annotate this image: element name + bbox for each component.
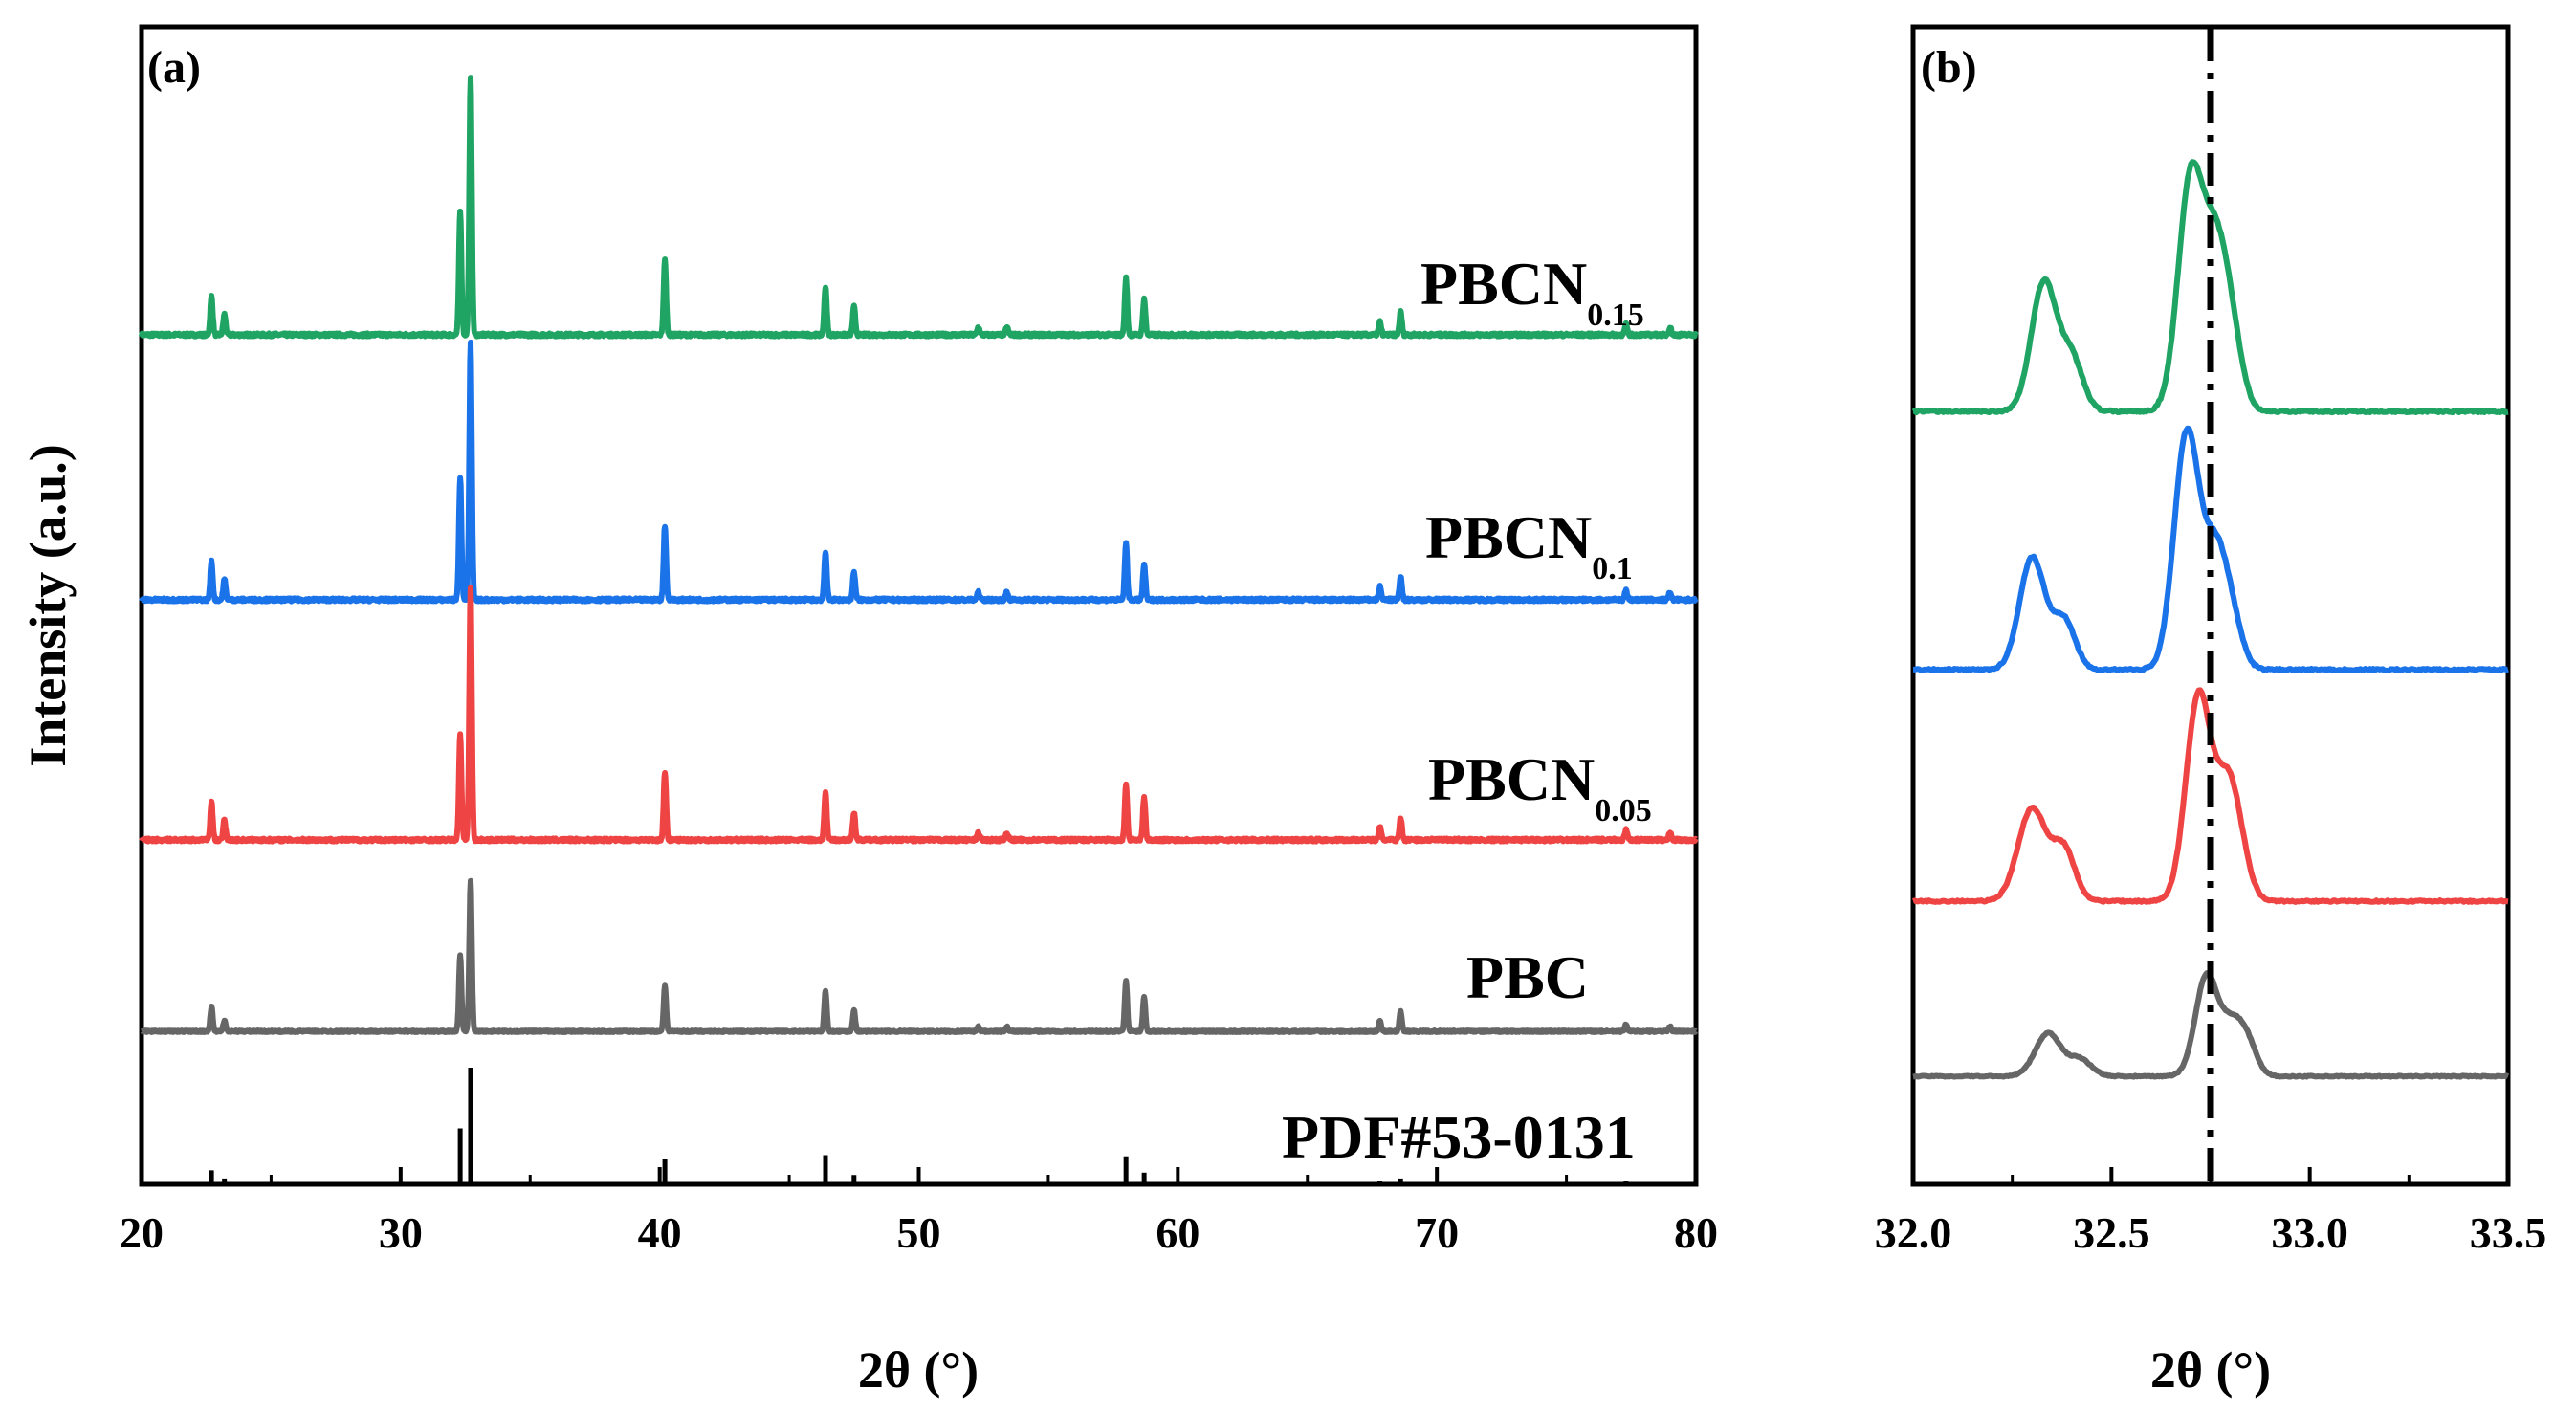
panel-a-frame (139, 24, 1699, 1187)
x-tick-label: 32.0 (1875, 1208, 1952, 1257)
series-label-pdf: PDF#53-0131 (1282, 1103, 1636, 1171)
x-tick-label: 32.5 (2073, 1208, 2150, 1257)
panel-a-label: (a) (147, 42, 201, 93)
panel-a-x-axis-title: 2θ (°) (858, 1341, 979, 1399)
zoom-line-pbcn015 (1911, 159, 2510, 416)
x-tick-label: 50 (897, 1208, 941, 1257)
panel-a-series-labels: PBCN0.15 PBCN0.1 PBCN0.05 PBC PDF#53-013… (1282, 250, 1652, 1171)
series-label-pbcn01: PBCN0.1 (1425, 503, 1633, 586)
panel-a-x-ticks: 20 30 40 50 60 70 80 (120, 1167, 1718, 1257)
x-tick-label: 33.0 (2271, 1208, 2348, 1257)
x-tick-label: 33.5 (2470, 1208, 2547, 1257)
x-tick-label: 40 (638, 1208, 682, 1257)
zoom-line-pbcn01 (1911, 425, 2510, 673)
x-tick-label: 20 (120, 1208, 164, 1257)
panel-a: (a) 20 30 40 50 60 70 80 PBCN0.15 PBCN0.1 PBCN… (19, 24, 1718, 1399)
series-label-pbcn005: PBCN0.05 (1428, 745, 1652, 828)
panel-b: (b) 32.0 32.5 33.0 33.5 2θ (°) (1875, 24, 2547, 1399)
x-tick-label: 30 (379, 1208, 423, 1257)
panel-b-x-axis-title: 2θ (°) (2150, 1341, 2271, 1399)
x-tick-label: 80 (1674, 1208, 1718, 1257)
panel-b-x-ticks: 32.0 32.5 33.0 33.5 (1875, 1167, 2547, 1257)
panel-a-reference (209, 1068, 1673, 1184)
series-label-pbc: PBC (1466, 943, 1589, 1011)
series-line-pbcn015 (139, 75, 1699, 340)
x-tick-label: 60 (1156, 1208, 1200, 1257)
panel-a-y-axis-title: Intensity (a.u.) (19, 444, 77, 767)
panel-a-series (139, 75, 1699, 1035)
x-tick-label: 70 (1415, 1208, 1459, 1257)
series-label-pbcn015: PBCN0.15 (1420, 250, 1644, 333)
series-line-pbcn005 (139, 585, 1699, 845)
series-line-pbc (139, 877, 1699, 1035)
series-line-pbcn01 (139, 339, 1699, 605)
panel-b-label: (b) (1921, 42, 1977, 93)
